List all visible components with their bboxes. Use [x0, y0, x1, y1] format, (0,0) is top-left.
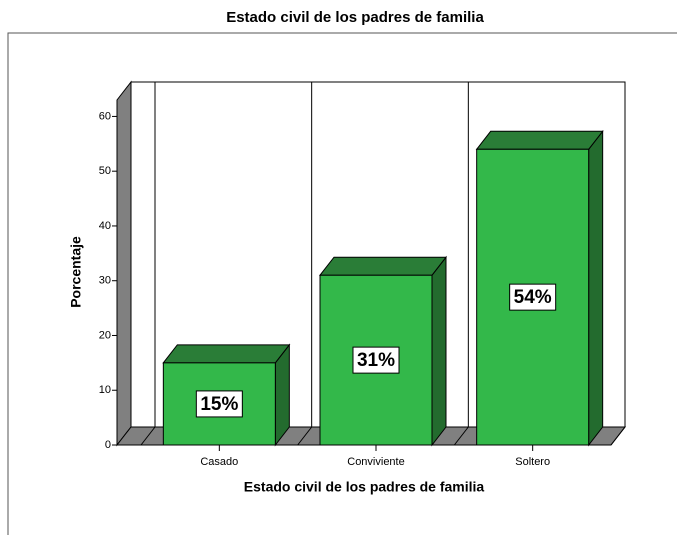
- x-axis-label: Estado civil de los padres de familia: [244, 479, 485, 495]
- y-tick-label: 10: [99, 384, 111, 396]
- y-tick-label: 20: [99, 329, 111, 341]
- floor-divider: [140, 426, 156, 446]
- bar-top: [318, 256, 448, 276]
- value-label-box: [195, 390, 243, 418]
- floor-divider: [297, 426, 313, 446]
- value-label-box: [509, 283, 557, 311]
- x-tick-label: Casado: [200, 456, 238, 468]
- y-tick-label: 50: [99, 165, 111, 177]
- bar-side: [588, 129, 604, 447]
- y-axis-label: Porcentaje: [68, 236, 84, 308]
- value-label: 54%: [514, 287, 552, 308]
- value-label: 31%: [357, 350, 395, 371]
- bar-top: [162, 344, 291, 364]
- floor-divider: [453, 426, 469, 446]
- bar-top: [475, 130, 604, 150]
- value-label-box: [352, 346, 400, 374]
- floor-divider: [610, 426, 626, 446]
- x-tick-label: Conviviente: [347, 456, 404, 468]
- bar-side: [431, 255, 447, 447]
- y-tick-label: 0: [105, 439, 111, 451]
- chart-title: Estado civil de los padres de familia: [226, 9, 484, 26]
- x-tick-label: Soltero: [515, 456, 550, 468]
- side-wall: [116, 80, 132, 447]
- y-tick-label: 60: [99, 110, 111, 122]
- y-tick-label: 40: [99, 220, 111, 232]
- y-tick-label: 30: [99, 275, 111, 287]
- value-label: 15%: [200, 394, 238, 415]
